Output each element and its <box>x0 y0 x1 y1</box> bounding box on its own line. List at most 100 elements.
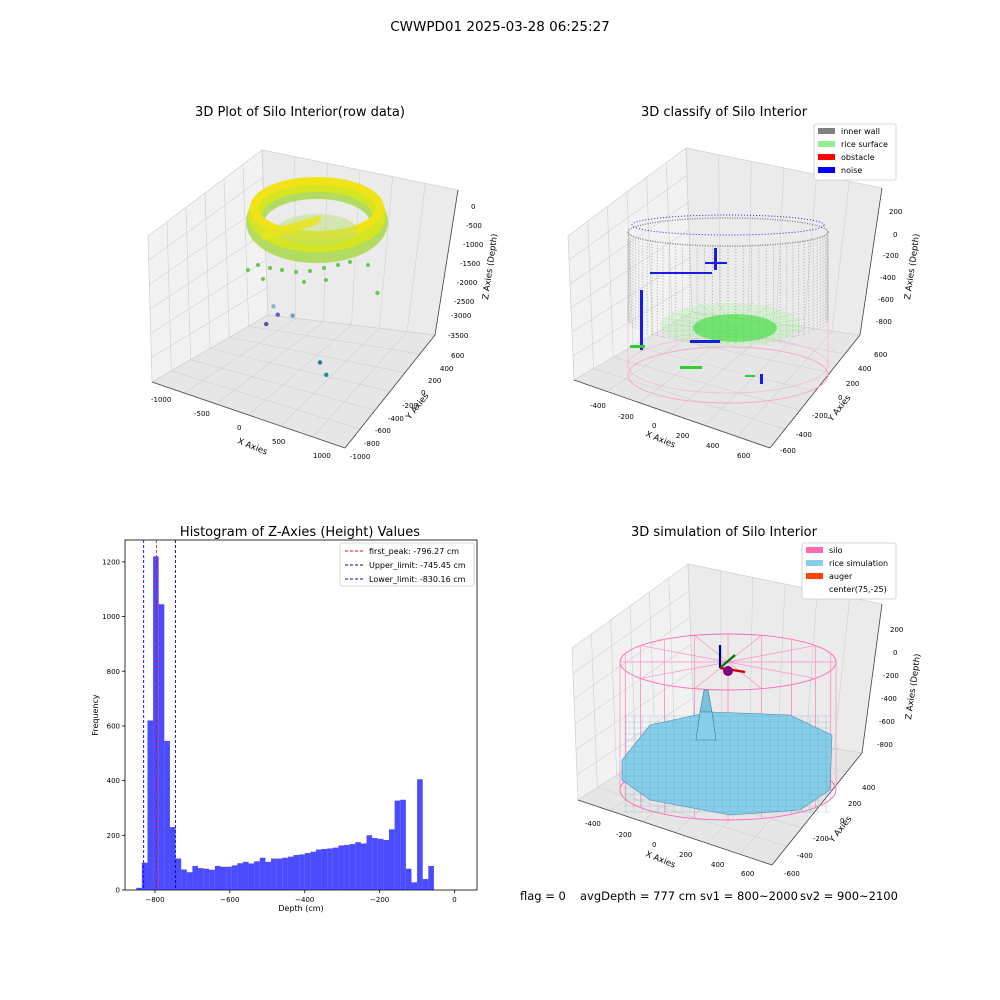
histogram-ytick-label-6: 1200 <box>102 558 120 566</box>
histogram-bar-36 <box>338 845 345 890</box>
p1-ytick-1: -800 <box>364 440 380 448</box>
p4-ytick-5: 400 <box>862 784 875 792</box>
p2-ztick-5: -800 <box>876 318 892 326</box>
p1-ytick-6: 200 <box>428 377 441 385</box>
p1-xtick-2: 0 <box>237 424 241 432</box>
p1-ytick-7: 400 <box>440 365 453 373</box>
histogram-bar-19 <box>242 861 249 890</box>
p4-ytick-0: -600 <box>784 870 800 878</box>
histogram-vlines <box>143 540 176 890</box>
histogram-x-ticks: −800 −600 −400 −200 0 <box>145 890 457 904</box>
histogram-bar-49 <box>411 882 418 890</box>
histogram-bar-3 <box>153 556 159 890</box>
panel-histogram: Histogram of Z-Axies (Height) Values −80… <box>91 525 478 913</box>
p1-ztick-3: -1500 <box>460 260 480 268</box>
legend-label-noise: noise <box>841 166 862 175</box>
p1-ytick-3: -400 <box>388 415 404 423</box>
p4-xtick-0: -400 <box>585 820 601 828</box>
p4-zlabel: Z Axies (Depth) <box>904 653 923 720</box>
p1-ztick-0: 0 <box>471 203 475 211</box>
histogram-bar-50 <box>417 779 423 890</box>
panel2-legend: inner wall rice surface obstacle noise <box>813 123 897 181</box>
histogram-ytick-label-1: 200 <box>107 832 120 840</box>
histogram-bar-18 <box>237 863 243 890</box>
histogram-bar-23 <box>265 861 272 890</box>
p4-ytick-3: 0 <box>840 817 844 825</box>
p1-xtick-4: 1000 <box>313 452 331 460</box>
p2-ytick-1: -400 <box>796 431 812 439</box>
p2-zlabel: Z Axies (Depth) <box>903 233 922 300</box>
histogram-bar-39 <box>355 842 361 890</box>
p2-ytick-4: 200 <box>846 380 859 388</box>
p1-ytick-5: 0 <box>421 389 425 397</box>
outlier-point-4 <box>317 360 323 365</box>
p1-ztick-5: -2500 <box>454 298 474 306</box>
panel1-ring <box>246 177 388 284</box>
p4-ytick-1: -400 <box>797 852 813 860</box>
p1-ytick-8: 600 <box>451 352 464 360</box>
p2-ytick-6: 600 <box>874 351 887 359</box>
histogram-bar-51 <box>422 879 429 890</box>
p4-xtick-4: 400 <box>711 861 724 869</box>
p4-ytick-2: -200 <box>813 835 829 843</box>
legend-label-center: center(75,-25) <box>829 585 887 594</box>
outlier-point-5 <box>324 372 329 378</box>
histogram-ytick-label-2: 400 <box>107 777 120 785</box>
p4-xtick-5: 600 <box>741 870 754 878</box>
p2-ztick-0: 200 <box>889 208 902 216</box>
p4-xlabel: X Axies <box>644 850 677 871</box>
histogram-bar-6 <box>169 827 176 890</box>
p4-ztick-0: 200 <box>890 626 903 634</box>
panel2-title: 3D classify of Silo Interior <box>641 105 808 120</box>
legend-label-rice-simulation: rice simulation <box>829 559 888 568</box>
p1-ztick-4: -2000 <box>457 279 477 287</box>
histogram-bar-22 <box>259 857 266 890</box>
p2-ytick-0: -600 <box>780 447 796 455</box>
histogram-xtick-label-3: −200 <box>370 896 389 904</box>
histogram-bar-41 <box>366 835 373 890</box>
panel1-title: 3D Plot of Silo Interior(row data) <box>195 105 405 120</box>
histogram-bar-9 <box>186 872 193 890</box>
p2-xlabel: X Axies <box>644 430 677 451</box>
legend-swatch-noise <box>818 167 835 173</box>
p4-xtick-2: 0 <box>652 841 656 849</box>
histogram-xtick-label-2: −400 <box>295 896 314 904</box>
panel-3d-raw: 3D Plot of Silo Interior(row data) <box>147 105 500 461</box>
outlier-point-6 <box>375 290 380 296</box>
p2-xtick-4: 400 <box>706 442 719 450</box>
outlier-point-0 <box>264 321 269 327</box>
p1-ytick-4: -200 <box>402 402 418 410</box>
p1-xlabel: X Axies <box>236 437 269 458</box>
histogram-bars <box>136 556 434 890</box>
histogram-y-ticks: 0 200 400 600 800 1000 1200 <box>102 558 125 895</box>
histogram-bar-40 <box>360 843 367 890</box>
histogram-bar-35 <box>332 847 339 890</box>
histogram-ytick-label-0: 0 <box>116 887 120 895</box>
histogram-bar-30 <box>304 853 311 890</box>
legend-swatch-rice-simulation <box>806 560 823 566</box>
panel4-title: 3D simulation of Silo Interior <box>631 525 818 540</box>
histogram-bar-38 <box>349 844 356 890</box>
p1-ytick-0: -1000 <box>350 453 370 461</box>
p2-ztick-3: -400 <box>880 274 896 282</box>
histogram-ylabel: Frequency <box>91 694 100 736</box>
histogram-xtick-label-4: 0 <box>452 896 456 904</box>
p2-xtick-2: 0 <box>652 422 656 430</box>
p2-ztick-4: -600 <box>878 296 894 304</box>
histogram-bar-47 <box>400 799 406 890</box>
p4-ytick-4: 200 <box>848 800 861 808</box>
histogram-bar-12 <box>203 868 210 890</box>
histogram-bar-48 <box>405 868 412 890</box>
p1-xtick-0: -1000 <box>151 396 171 404</box>
histogram-plot-area <box>124 539 478 891</box>
histogram-bar-26 <box>282 857 288 890</box>
status-line: flag = 0 avgDepth = 777 cm sv1 = 800~200… <box>520 889 898 903</box>
histogram-bar-33 <box>321 848 328 890</box>
histogram-ytick-label-4: 800 <box>107 668 120 676</box>
p4-ztick-3: -400 <box>881 695 897 703</box>
p1-ztick-7: -3500 <box>448 332 468 340</box>
histogram-bar-37 <box>344 844 350 890</box>
status-flag: flag = 0 <box>520 889 566 903</box>
p2-ztick-2: -200 <box>883 252 899 260</box>
